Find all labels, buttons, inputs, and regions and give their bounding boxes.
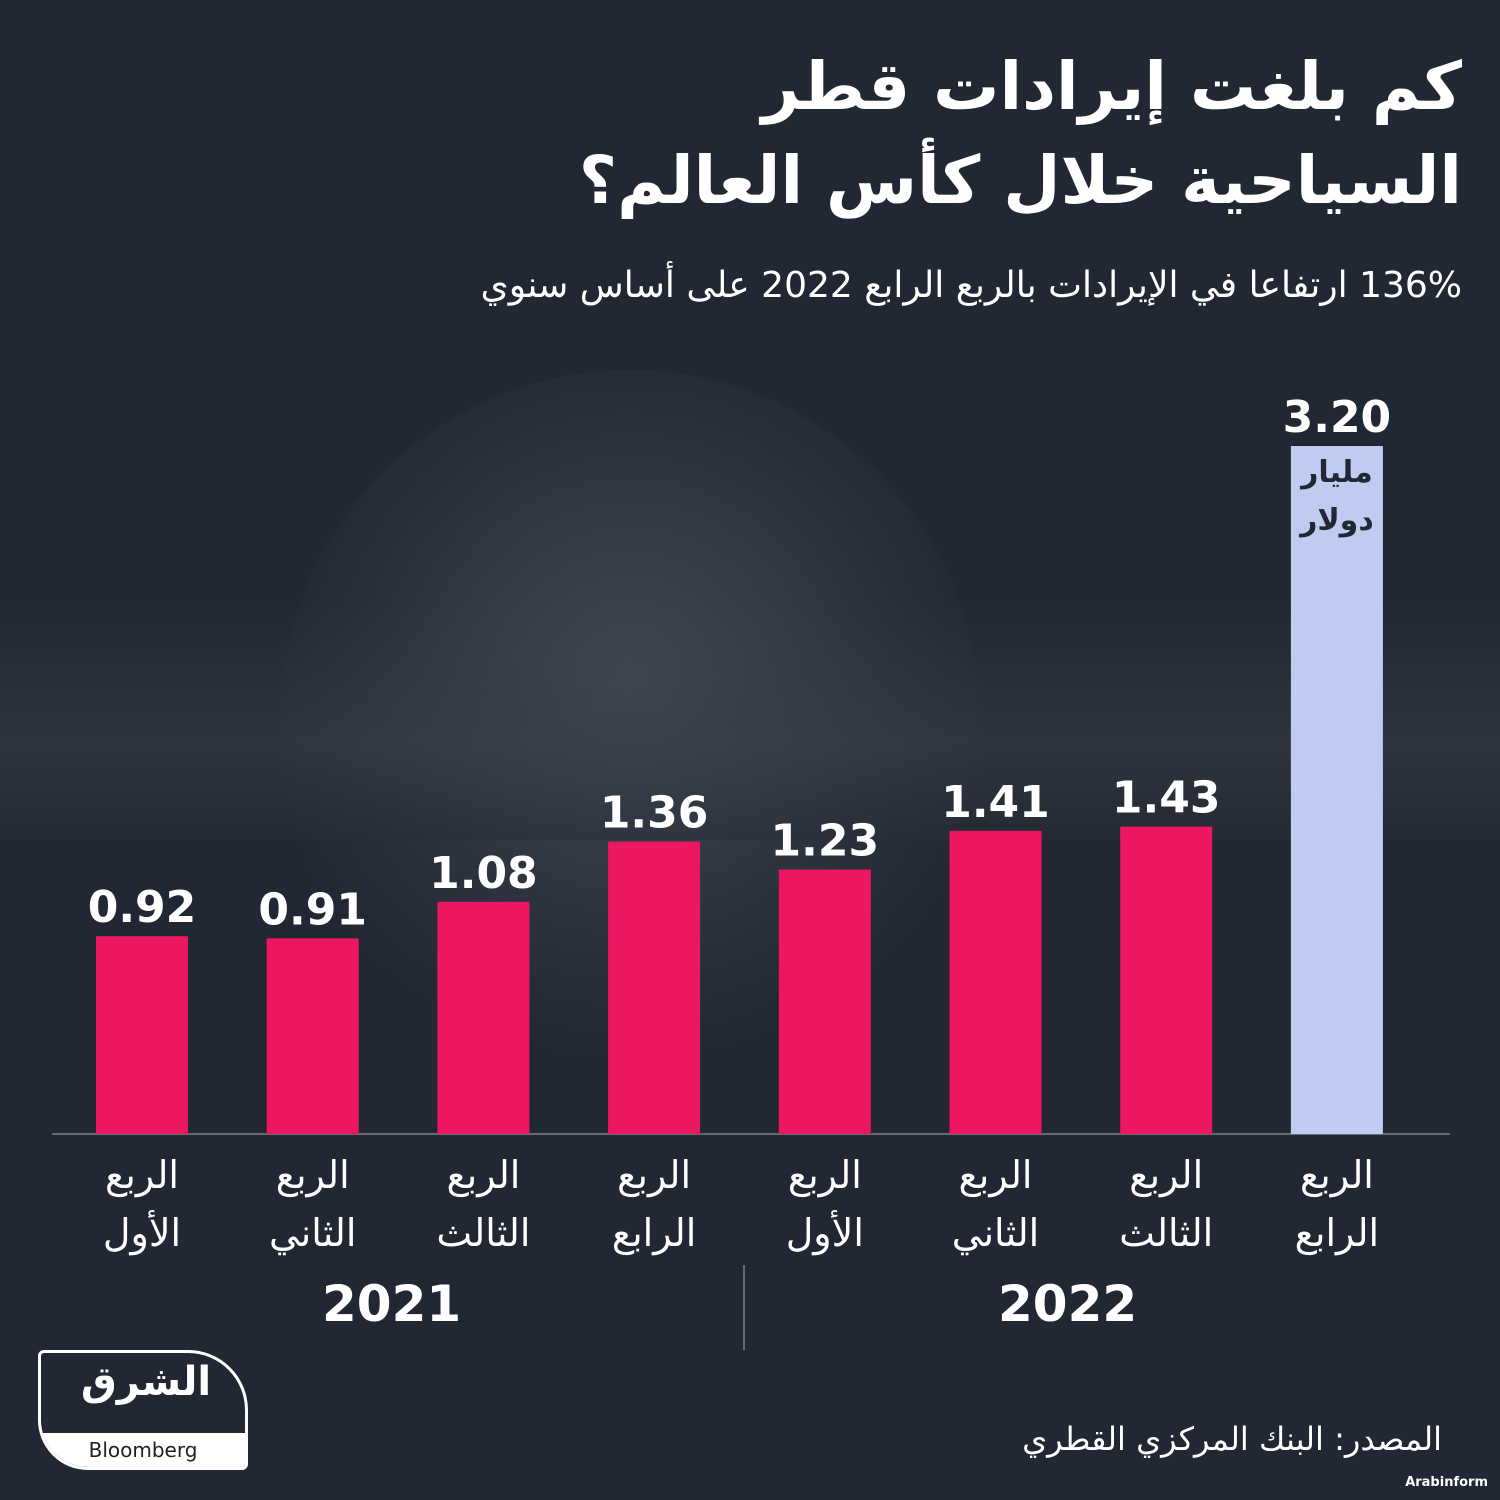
x-tick-label: الثالث	[1119, 1211, 1213, 1255]
year-label-2021: 2021	[322, 1275, 462, 1333]
title-line-1: كم بلغت إيرادات قطر	[761, 48, 1462, 125]
data-label: 1.43	[1112, 773, 1221, 824]
credit: Arabinform	[1405, 1475, 1488, 1490]
x-tick-label: الربع	[1300, 1153, 1374, 1198]
unit-label: دولار	[1298, 503, 1374, 538]
x-tick-label: الثاني	[269, 1211, 356, 1255]
x-tick-label: الرابع	[612, 1211, 696, 1256]
bar	[1120, 826, 1213, 1134]
title-line-2: السياحية خلال كأس العالم؟	[578, 142, 1462, 219]
source-note: المصدر: البنك المركزي القطري	[1022, 1420, 1442, 1458]
bar	[266, 938, 359, 1134]
subtitle: 136% ارتفاعا في الإيرادات بالربع الرابع …	[480, 265, 1462, 306]
page-title: كم بلغت إيرادات قطر السياحية خلال كأس ال…	[579, 40, 1462, 228]
year-label-2022: 2022	[998, 1275, 1138, 1333]
x-tick-label: الربع	[276, 1153, 350, 1198]
x-tick-label: الربع	[617, 1153, 691, 1198]
bar	[437, 901, 530, 1134]
data-label: 0.92	[88, 882, 197, 933]
data-label: 1.08	[429, 848, 538, 899]
data-label: 0.91	[258, 884, 367, 935]
x-tick-label: الربع	[1129, 1153, 1203, 1198]
data-label: 1.41	[941, 777, 1050, 828]
bar	[96, 936, 188, 1134]
x-tick-label: الثالث	[436, 1211, 530, 1255]
x-tick-label: الربع	[959, 1153, 1033, 1198]
data-label: 1.23	[771, 816, 880, 867]
x-tick-label: الأول	[786, 1209, 864, 1256]
data-label: 3.20	[1283, 392, 1392, 443]
logo-text: الشرق	[81, 1359, 212, 1405]
logo-partner: Bloomberg	[41, 1433, 245, 1467]
asharq-bloomberg-logo: الشرق Bloomberg	[38, 1350, 248, 1470]
x-tick-label: الربع	[105, 1153, 179, 1198]
unit-label: مليار	[1299, 455, 1373, 490]
bar	[949, 830, 1042, 1134]
x-tick-label: الثاني	[952, 1211, 1039, 1255]
x-tick-label: الربع	[446, 1153, 520, 1198]
x-tick-label: الربع	[788, 1153, 862, 1198]
bar	[778, 869, 871, 1134]
bar	[608, 841, 701, 1134]
x-tick-label: الرابع	[1295, 1211, 1379, 1256]
bar	[1290, 446, 1383, 1134]
data-label: 1.36	[600, 788, 709, 839]
background-skyline	[0, 600, 1500, 840]
x-tick-label: الأول	[103, 1209, 181, 1256]
